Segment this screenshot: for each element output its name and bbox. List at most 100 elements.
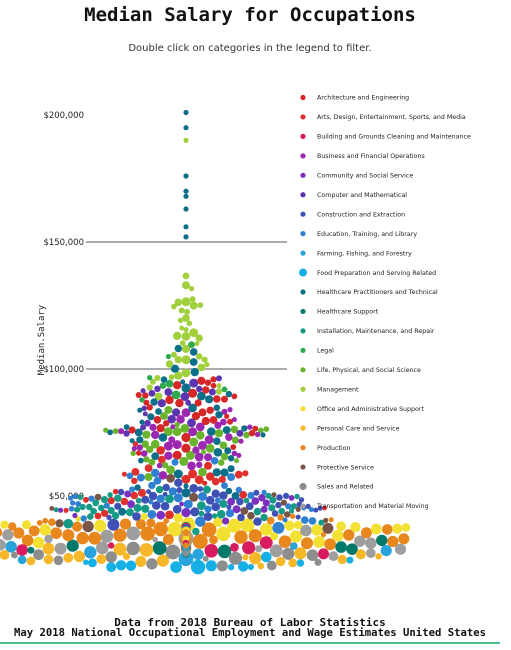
legend-item[interactable]: Management (300, 386, 359, 393)
data-point[interactable] (186, 320, 193, 327)
data-point[interactable] (158, 433, 168, 442)
data-point[interactable] (205, 444, 215, 453)
data-point[interactable] (156, 554, 169, 567)
data-point[interactable] (181, 443, 191, 453)
legend-item[interactable]: Personal Care and Service (300, 425, 400, 432)
data-point[interactable] (160, 412, 168, 420)
data-point[interactable] (216, 509, 226, 519)
data-point[interactable] (165, 494, 174, 504)
data-point[interactable] (198, 467, 207, 477)
data-point[interactable] (165, 379, 174, 388)
data-point[interactable] (295, 506, 301, 512)
data-point[interactable] (376, 534, 388, 547)
data-point[interactable] (165, 544, 181, 560)
data-point[interactable] (354, 535, 366, 547)
data-point[interactable] (320, 532, 327, 538)
data-point[interactable] (92, 499, 100, 507)
data-point[interactable] (227, 465, 235, 473)
data-point[interactable] (253, 517, 262, 526)
data-point[interactable] (346, 543, 358, 555)
data-point[interactable] (398, 533, 410, 545)
data-point[interactable] (219, 491, 228, 500)
data-point[interactable] (288, 558, 298, 568)
data-point[interactable] (36, 520, 43, 526)
data-point[interactable] (165, 353, 171, 360)
data-point[interactable] (205, 560, 217, 572)
data-point[interactable] (170, 424, 176, 430)
data-point[interactable] (172, 408, 181, 417)
data-point[interactable] (183, 206, 189, 212)
data-point[interactable] (62, 529, 75, 542)
data-point[interactable] (181, 408, 191, 417)
data-point[interactable] (189, 301, 198, 310)
data-point[interactable] (294, 520, 303, 530)
data-point[interactable] (251, 497, 260, 505)
data-point[interactable] (213, 448, 223, 457)
data-point[interactable] (135, 519, 146, 530)
data-point[interactable] (240, 518, 255, 533)
data-point[interactable] (209, 535, 218, 545)
data-point[interactable] (168, 436, 176, 443)
data-point[interactable] (176, 487, 183, 494)
data-point[interactable] (178, 307, 185, 314)
data-point[interactable] (189, 358, 198, 366)
data-point[interactable] (172, 504, 182, 514)
data-point[interactable] (238, 438, 244, 444)
data-point[interactable] (173, 331, 182, 340)
data-point[interactable] (183, 234, 189, 240)
data-point[interactable] (236, 429, 244, 437)
data-point[interactable] (226, 504, 232, 510)
data-point[interactable] (82, 520, 94, 533)
data-point[interactable] (43, 554, 54, 565)
data-point[interactable] (63, 552, 74, 563)
data-point[interactable] (167, 521, 183, 537)
data-point[interactable] (232, 505, 241, 514)
data-point[interactable] (290, 503, 297, 510)
data-point[interactable] (32, 536, 45, 549)
data-point[interactable] (112, 428, 119, 434)
data-point[interactable] (75, 501, 82, 507)
data-point[interactable] (204, 505, 212, 513)
data-point[interactable] (231, 436, 240, 444)
data-point[interactable] (201, 522, 217, 537)
data-point[interactable] (311, 524, 323, 536)
data-point[interactable] (183, 327, 189, 333)
data-point[interactable] (280, 499, 287, 506)
data-point[interactable] (126, 526, 141, 541)
data-point[interactable] (343, 529, 355, 541)
data-point[interactable] (336, 521, 346, 531)
data-point[interactable] (211, 513, 218, 519)
data-point[interactable] (148, 499, 154, 505)
data-point[interactable] (247, 424, 253, 430)
data-point[interactable] (182, 535, 190, 542)
data-point[interactable] (188, 469, 198, 479)
data-point[interactable] (73, 550, 86, 563)
data-point[interactable] (253, 489, 260, 496)
data-point[interactable] (163, 441, 173, 451)
data-point[interactable] (187, 418, 196, 428)
data-point[interactable] (221, 482, 228, 489)
data-point[interactable] (120, 497, 129, 506)
data-point[interactable] (68, 495, 73, 501)
data-point[interactable] (168, 374, 175, 380)
data-point[interactable] (181, 432, 191, 443)
data-point[interactable] (44, 534, 53, 544)
data-point[interactable] (166, 465, 175, 475)
data-point[interactable] (139, 397, 145, 403)
data-point[interactable] (211, 489, 220, 498)
data-point[interactable] (146, 384, 153, 391)
data-point[interactable] (221, 386, 228, 393)
data-point[interactable] (107, 518, 120, 531)
data-point[interactable] (153, 521, 168, 537)
data-point[interactable] (201, 356, 208, 363)
data-point[interactable] (266, 560, 277, 571)
data-point[interactable] (174, 356, 182, 364)
data-point[interactable] (179, 456, 189, 466)
data-point[interactable] (346, 556, 354, 564)
data-point[interactable] (216, 526, 231, 542)
data-point[interactable] (125, 560, 137, 571)
data-point[interactable] (94, 512, 102, 520)
data-point[interactable] (142, 411, 148, 417)
data-point[interactable] (314, 558, 322, 566)
data-point[interactable] (207, 427, 216, 436)
